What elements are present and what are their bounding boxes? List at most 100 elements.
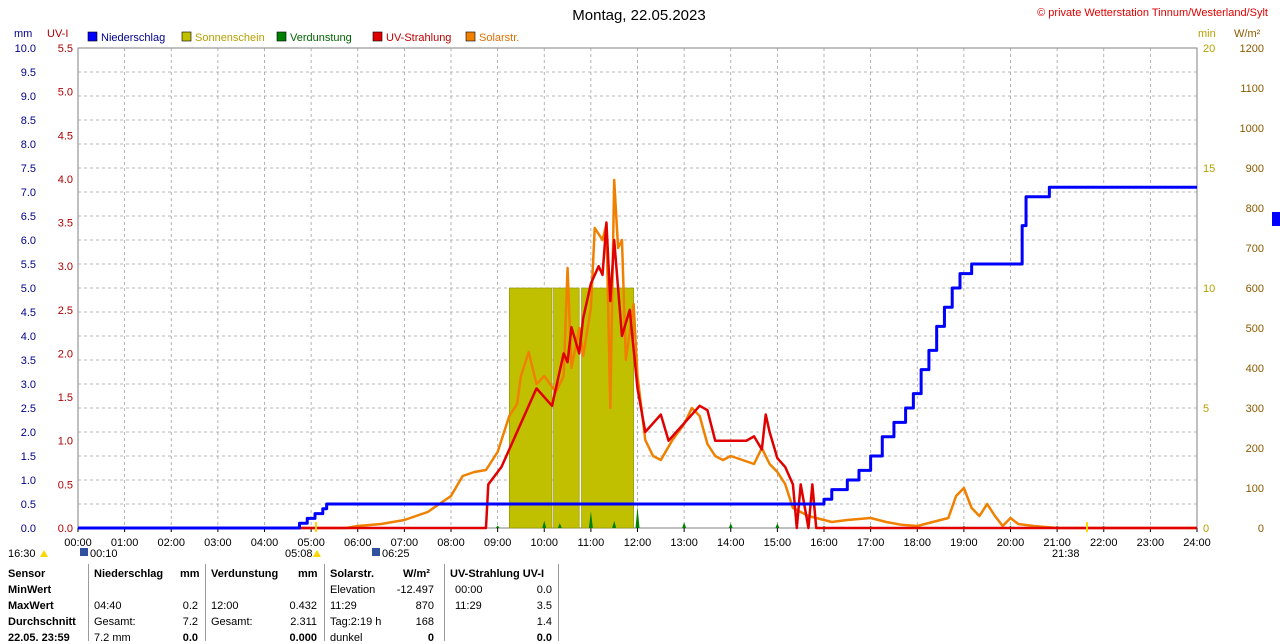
stats-solar-value: 0 xyxy=(427,632,434,644)
legend-label: Solarstr. xyxy=(479,32,519,44)
stats-uv-value: 0.0 xyxy=(536,584,552,596)
y-tick-label-wm2: 100 xyxy=(1246,483,1264,495)
stats-verdunstung-time: 12:00 xyxy=(211,600,239,612)
x-tick-label: 17:00 xyxy=(857,537,885,549)
sunrise-marker-icon xyxy=(313,550,321,557)
stats-niederschlag-value: 7.2 xyxy=(182,616,198,628)
y-tick-label-mm: 6.5 xyxy=(21,211,36,223)
stats-solar-label: 11:29 xyxy=(330,600,357,612)
y-tick-label-uv: 5.0 xyxy=(58,87,73,99)
stats-header-verdunstung: Verdunstung xyxy=(211,568,279,580)
x-tick-label: 23:00 xyxy=(1137,537,1165,549)
y-tick-label-mm: 0.5 xyxy=(21,499,36,511)
stats-solar-label: Elevation xyxy=(330,584,376,596)
stats-uv-value: 0.0 xyxy=(536,632,552,644)
y-tick-label-mm: 10.0 xyxy=(15,43,36,55)
x-tick-label: 00:00 xyxy=(64,537,92,549)
moon-marker-icon xyxy=(80,548,88,556)
time-marker-label: 00:10 xyxy=(90,548,118,560)
y-tick-label-uv: 3.5 xyxy=(58,218,73,230)
chart-grid xyxy=(77,47,1198,529)
x-tick-label: 10:00 xyxy=(530,537,558,549)
x-tick-label: 06:00 xyxy=(344,537,372,549)
x-tick-label: 14:00 xyxy=(717,537,745,549)
stats-uv-time: 00:00 xyxy=(455,584,483,596)
legend-label: Sonnenschein xyxy=(195,32,265,44)
y-tick-label-mm: 2.5 xyxy=(21,403,36,415)
y-tick-label-wm2: 700 xyxy=(1246,243,1264,255)
y-tick-label-uv: 2.5 xyxy=(58,305,73,317)
y-tick-label-wm2: 1100 xyxy=(1240,83,1264,95)
x-tick-label: 08:00 xyxy=(437,537,465,549)
y-tick-label-min: 10 xyxy=(1203,283,1215,295)
time-marker-label: 21:38 xyxy=(1052,548,1080,560)
stats-header-uv: UV-Strahlung UV-I xyxy=(450,568,545,580)
x-tick-label: 02:00 xyxy=(157,537,185,549)
x-tick-label: 12:00 xyxy=(624,537,652,549)
x-tick-label: 21:00 xyxy=(1043,537,1071,549)
y-tick-label-uv: 3.0 xyxy=(58,261,73,273)
y-tick-label-mm: 3.5 xyxy=(21,355,36,367)
y-tick-label-mm: 4.0 xyxy=(21,331,36,343)
legend-label: Verdunstung xyxy=(290,32,352,44)
y-tick-label-mm: 4.5 xyxy=(21,307,36,319)
stats-verdunstung-value: 0.000 xyxy=(289,632,317,644)
x-tick-label: 20:00 xyxy=(997,537,1025,549)
y-tick-label-uv: 1.5 xyxy=(58,392,73,404)
stats-header-verdunstung-unit: mm xyxy=(298,568,318,580)
y-tick-label-mm: 9.5 xyxy=(21,67,36,79)
stats-header-niederschlag: Niederschlag xyxy=(94,568,164,580)
y-tick-label-mm: 3.0 xyxy=(21,379,36,391)
x-tick-label: 16:00 xyxy=(810,537,838,549)
x-tick-label: 07:00 xyxy=(391,537,419,549)
x-tick-label: 03:00 xyxy=(204,537,232,549)
x-tick-label: 13:00 xyxy=(670,537,698,549)
column-separator xyxy=(444,564,445,641)
solar-line xyxy=(78,178,1197,530)
y-tick-label-min: 0 xyxy=(1203,523,1209,535)
stats-uv-time: 11:29 xyxy=(455,600,482,612)
column-separator xyxy=(88,564,89,641)
x-tick-label: 04:00 xyxy=(251,537,279,549)
legend-swatch xyxy=(465,31,476,42)
y-tick-label-mm: 7.0 xyxy=(21,187,36,199)
sun-marker-icon xyxy=(40,550,48,557)
legend-swatch xyxy=(372,31,383,42)
y-tick-label-wm2: 500 xyxy=(1246,323,1264,335)
uv-line xyxy=(78,221,1197,530)
y-tick-label-uv: 5.5 xyxy=(58,43,73,55)
y-tick-label-wm2: 800 xyxy=(1246,203,1264,215)
x-tick-label: 22:00 xyxy=(1090,537,1118,549)
y-tick-label-wm2: 900 xyxy=(1246,163,1264,175)
stats-row-label: MaxWert xyxy=(8,600,54,612)
stats-uv-value: 3.5 xyxy=(536,600,552,612)
stats-niederschlag-time: Gesamt: xyxy=(94,616,136,628)
stats-niederschlag-value: 0.2 xyxy=(182,600,198,612)
stats-header-sensor: Sensor xyxy=(8,568,46,580)
precipitation-line xyxy=(78,185,1197,530)
column-separator xyxy=(558,564,559,641)
weather-chart: Montag, 22.05.2023 © private Wetterstati… xyxy=(8,7,1280,560)
stats-niederschlag-time: 04:40 xyxy=(94,600,122,612)
chart-legend: Niederschlag Sonnenschein Verdunstung UV-St… xyxy=(87,31,519,44)
y-tick-label-mm: 5.0 xyxy=(21,283,36,295)
x-tick-label: 01:00 xyxy=(111,537,139,549)
y-tick-label-min: 5 xyxy=(1203,403,1209,415)
stats-header-solar: Solarstr. xyxy=(330,568,375,580)
legend-swatch xyxy=(181,31,192,42)
legend-label: UV-Strahlung xyxy=(386,32,451,44)
axis-unit-uv: UV-I xyxy=(47,28,68,40)
y-tick-label-wm2: 200 xyxy=(1246,443,1264,455)
y-tick-label-wm2: 300 xyxy=(1246,403,1264,415)
y-tick-label-mm: 9.0 xyxy=(21,91,36,103)
time-marker-label: 06:25 xyxy=(382,548,410,560)
column-separator xyxy=(324,564,325,641)
legend-swatch xyxy=(276,31,287,42)
axis-unit-wm2: W/m² xyxy=(1234,28,1261,40)
chart-title: Montag, 22.05.2023 xyxy=(572,7,705,24)
evaporation-spike xyxy=(682,522,687,528)
stats-row-label: MinWert xyxy=(8,584,52,596)
scroll-handle[interactable] xyxy=(1272,212,1280,226)
y-tick-label-mm: 2.0 xyxy=(21,427,36,439)
stats-header-solar-unit: W/m² xyxy=(403,568,430,580)
